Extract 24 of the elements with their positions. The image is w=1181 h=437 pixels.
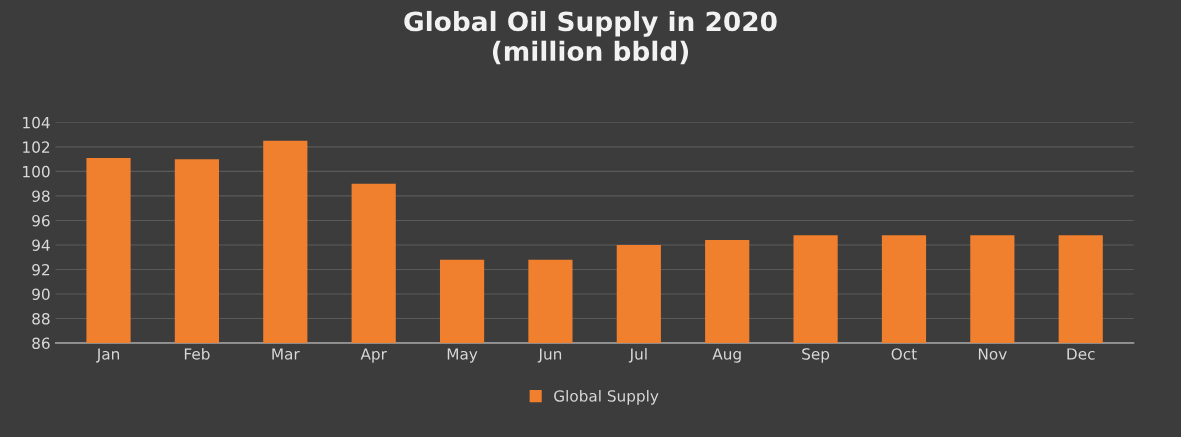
legend-label: Global Supply <box>554 389 659 405</box>
x-tick-label: Oct <box>891 348 917 360</box>
y-tick-label: 102 <box>23 141 50 153</box>
chart-title: Global Oil Supply in 2020 (million bbld) <box>404 10 777 65</box>
y-tick-label: 88 <box>32 312 50 325</box>
y-tick-label: 94 <box>32 239 50 251</box>
y-tick-label: 98 <box>32 190 50 202</box>
x-tick-label: Jun <box>537 348 562 363</box>
x-tick-label: Mar <box>272 348 300 360</box>
x-tick-label: Nov <box>978 348 1007 360</box>
y-tick-label: 86 <box>32 337 50 350</box>
y-tick-label: 100 <box>23 165 50 178</box>
x-tick-label: Jul <box>628 347 647 363</box>
y-tick-label: 104 <box>23 116 50 129</box>
x-tick-label: May <box>447 348 478 363</box>
x-tick-label: Sep <box>802 348 830 363</box>
y-tick-label: 92 <box>32 263 50 276</box>
x-tick-label: Apr <box>360 348 387 363</box>
x-tick-label: Feb <box>184 347 210 360</box>
y-tick-label: 90 <box>32 288 50 301</box>
x-tick-label: Dec <box>1067 348 1095 360</box>
x-tick-label: Jan <box>95 348 120 363</box>
x-tick-label: Aug <box>712 348 741 363</box>
y-tick-label: 96 <box>32 214 50 227</box>
